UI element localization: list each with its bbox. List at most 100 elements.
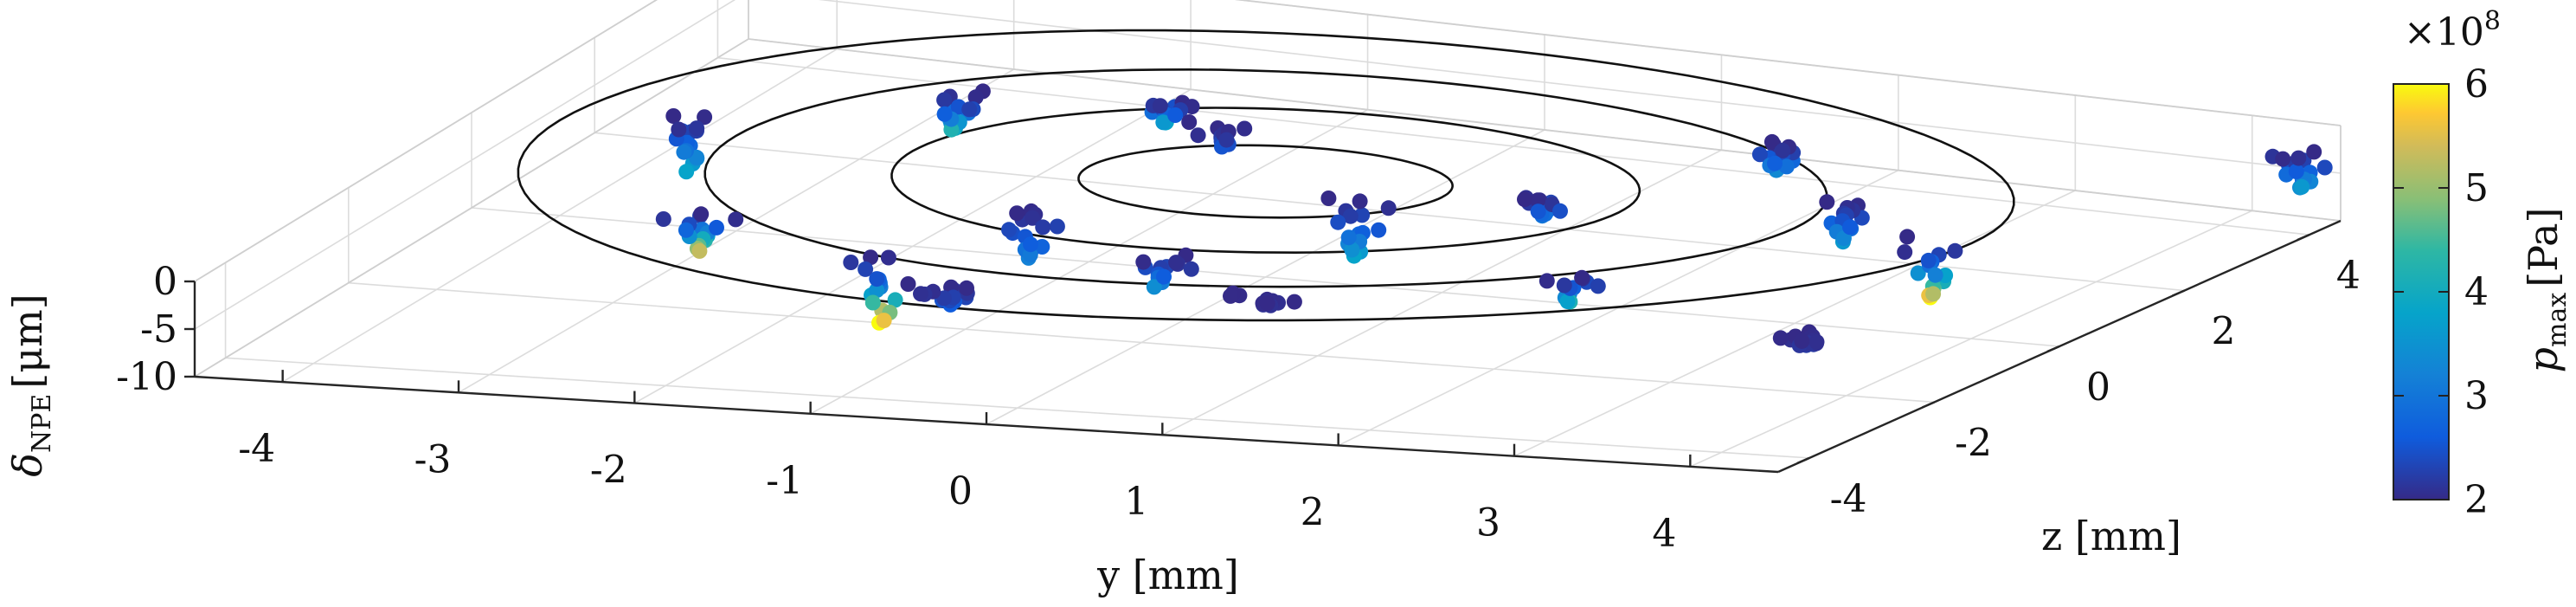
grid-line-z xyxy=(717,56,2309,236)
v-axis-label: δNPE[μm] xyxy=(4,294,57,476)
data-point xyxy=(2294,178,2310,195)
z-tick-label: 4 xyxy=(2336,254,2361,298)
data-point xyxy=(1920,252,1937,268)
data-point xyxy=(678,222,694,238)
z-tick-label: -2 xyxy=(1955,421,1992,465)
data-point xyxy=(1342,208,1359,224)
grid-line-left xyxy=(194,0,736,330)
data-point xyxy=(1842,219,1858,236)
x-tick-label: 1 xyxy=(1124,480,1148,524)
data-point xyxy=(2288,164,2304,179)
data-point xyxy=(1775,142,1791,158)
data-point xyxy=(1156,268,1172,285)
data-point xyxy=(676,144,692,160)
data-point xyxy=(693,206,710,223)
data-point xyxy=(1556,277,1572,294)
data-point xyxy=(1751,146,1768,163)
data-point xyxy=(864,294,881,311)
data-point xyxy=(1380,200,1397,216)
data-point xyxy=(1897,244,1913,261)
data-point xyxy=(1237,120,1253,137)
data-point xyxy=(1552,203,1568,219)
data-point xyxy=(1927,267,1943,283)
z-tick-label: 2 xyxy=(2211,310,2235,354)
data-point xyxy=(959,280,974,296)
axes xyxy=(184,219,2342,474)
x-tick-label: -1 xyxy=(766,459,803,503)
grid-line-back xyxy=(818,0,2342,174)
data-point xyxy=(1181,114,1198,130)
data-point xyxy=(1344,242,1360,258)
data-point xyxy=(2306,144,2322,160)
v-tick-label: 0 xyxy=(153,260,177,304)
ring-1 xyxy=(1077,144,1454,219)
data-point xyxy=(1167,107,1184,123)
data-point xyxy=(1947,242,1963,259)
v-tick-label: -5 xyxy=(140,307,177,352)
data-point xyxy=(1183,261,1199,277)
data-point xyxy=(1574,269,1590,286)
colorbar-tick-label: 5 xyxy=(2464,166,2489,210)
data-point xyxy=(689,120,705,137)
x-axis-label: y [mm] xyxy=(1096,552,1239,598)
data-point xyxy=(1819,194,1835,210)
ring-4 xyxy=(517,29,2015,322)
box-edge xyxy=(748,38,2342,222)
data-point xyxy=(936,106,953,122)
data-point xyxy=(1340,229,1357,246)
box-edge xyxy=(1234,0,2342,126)
data-point xyxy=(1320,190,1337,206)
data-point xyxy=(2275,151,2291,167)
data-point xyxy=(678,164,695,180)
data-point xyxy=(697,109,713,126)
data-point xyxy=(1559,294,1576,310)
data-point xyxy=(1023,236,1038,253)
data-point xyxy=(1763,133,1780,150)
z-tick-label: 0 xyxy=(2086,365,2110,410)
x-tick-label: 3 xyxy=(1476,501,1500,546)
data-point xyxy=(1049,218,1065,235)
data-point xyxy=(2290,150,2307,166)
ring-3 xyxy=(703,68,1828,288)
z-tick xyxy=(1796,456,1810,464)
data-point xyxy=(1218,132,1235,148)
z-tick xyxy=(2171,289,2185,297)
data-point xyxy=(880,249,896,266)
data-point xyxy=(1925,286,1942,302)
data-point xyxy=(1530,192,1546,209)
data-point xyxy=(671,121,687,138)
x-tick-label: 0 xyxy=(948,469,973,513)
data-point xyxy=(1539,273,1555,289)
data-point xyxy=(1152,98,1168,114)
data-point xyxy=(1286,294,1302,310)
data-point xyxy=(1910,265,1926,281)
data-point xyxy=(1352,193,1368,210)
colorbar-tick-label: 6 xyxy=(2464,62,2489,107)
data-point xyxy=(691,242,708,259)
z-tick xyxy=(1922,401,1936,409)
data-point xyxy=(655,211,671,227)
z-axis-label: z [mm] xyxy=(2041,513,2181,559)
grid-line-z xyxy=(471,207,2060,347)
x-tick-label: -4 xyxy=(238,427,275,471)
data-point xyxy=(1035,219,1051,236)
data-point xyxy=(1899,229,1916,245)
box-edge xyxy=(194,38,749,378)
data-point xyxy=(913,286,928,302)
data-point xyxy=(1517,191,1532,208)
data-point xyxy=(1025,210,1041,226)
svg-text:pmax[Pa]: pmax[Pa] xyxy=(2520,208,2573,373)
grid-line-z xyxy=(225,357,1810,459)
data-point xyxy=(869,282,885,299)
data-point xyxy=(1767,155,1783,171)
data-point xyxy=(1590,278,1606,294)
x-tick-label: 2 xyxy=(1301,490,1325,534)
data-point xyxy=(843,255,859,270)
box-edge xyxy=(194,0,658,282)
x-tick-label: -2 xyxy=(590,449,627,493)
data-point xyxy=(961,101,978,118)
colorbar-label: pmax[Pa] xyxy=(2520,208,2573,373)
data-point xyxy=(1794,333,1810,349)
